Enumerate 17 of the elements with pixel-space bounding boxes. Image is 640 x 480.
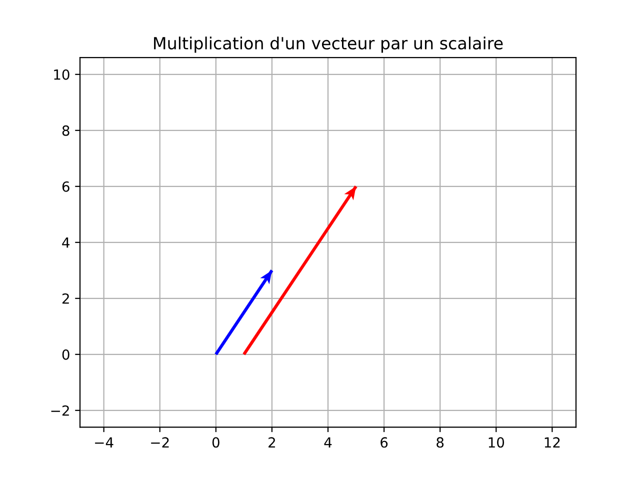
y-tick-label: 6 <box>62 181 70 192</box>
x-tick-label: 8 <box>436 437 444 448</box>
chart-title: Multiplication d'un vecteur par un scalaire <box>154 36 503 53</box>
x-tick-label: 0 <box>212 437 220 448</box>
x-tick-label: 6 <box>380 437 388 448</box>
y-tick-label: 10 <box>54 69 70 80</box>
x-tick-label: 2 <box>268 437 275 448</box>
x-tick-label: 4 <box>324 437 332 448</box>
y-tick-label: −2 <box>51 405 69 416</box>
y-tick-label: 4 <box>62 238 70 248</box>
y-tick-label: 2 <box>62 293 69 304</box>
x-tick-label: −2 <box>151 437 169 448</box>
y-tick-label: 0 <box>62 349 70 360</box>
x-tick-label: −4 <box>95 437 114 448</box>
x-tick-label: 10 <box>488 437 504 448</box>
x-tick-label: 12 <box>544 437 560 448</box>
y-tick-label: 8 <box>62 125 70 136</box>
